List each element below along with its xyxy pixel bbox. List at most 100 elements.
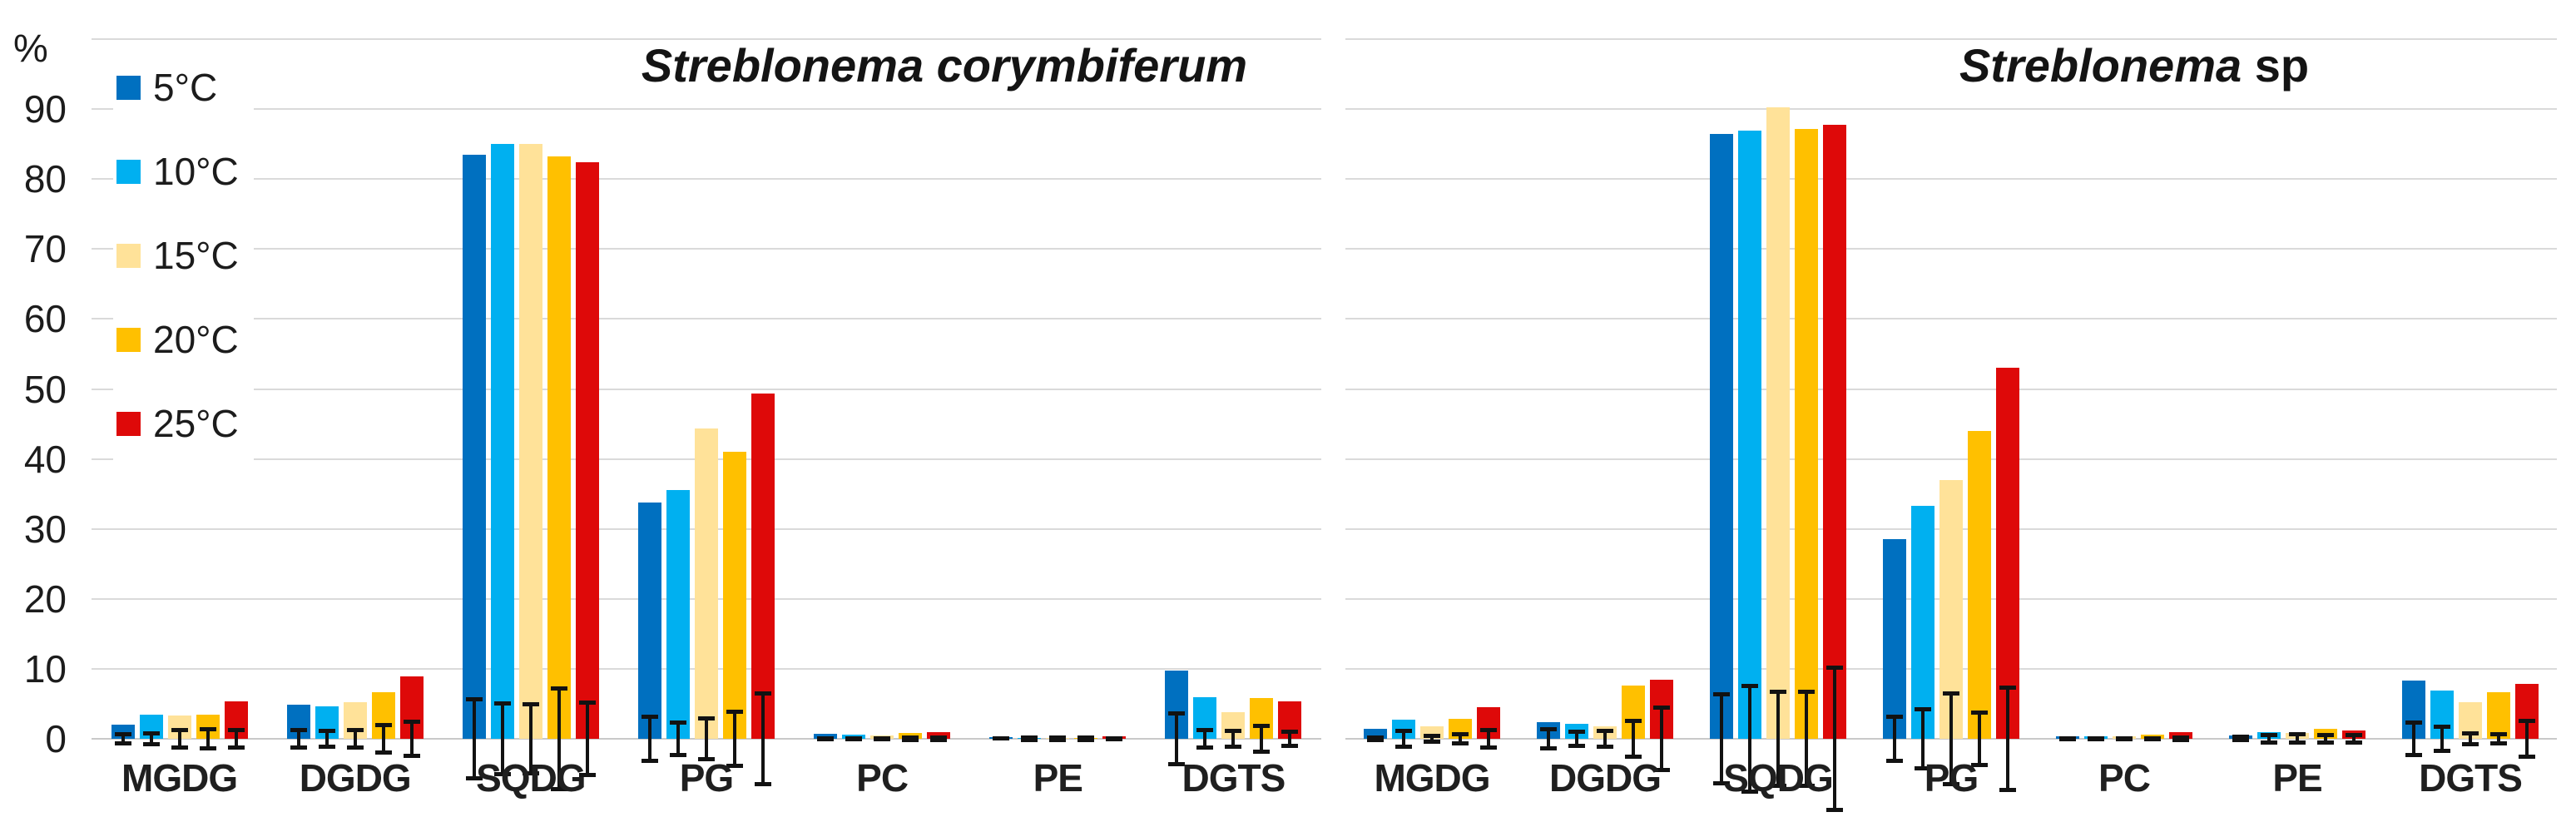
error-bar-cap-bottom — [227, 745, 245, 750]
category-label-row: MGDG DGDG SQDG PG PC PE DGTS — [92, 755, 1321, 800]
error-bar-cap-top — [1886, 715, 1903, 720]
error-bar-cap-bottom — [754, 782, 771, 787]
error-bar-line — [121, 731, 125, 746]
bar-10°C-PC — [2084, 735, 2108, 742]
error-bar-cap-top — [1395, 729, 1412, 734]
error-bar-cap-top — [726, 709, 743, 714]
error-bar-line — [324, 729, 329, 749]
error-bar — [1971, 710, 1988, 768]
error-bar-line — [149, 730, 153, 747]
error-bar-cap-top — [578, 700, 596, 705]
error-bar-cap-top — [1943, 691, 1959, 696]
category-label-PG: PG — [679, 756, 734, 800]
bar-groups — [92, 39, 1321, 792]
error-bar-line — [1660, 705, 1663, 773]
error-bar-line — [676, 720, 680, 757]
legend-swatch-icon — [116, 243, 141, 268]
gridline-70 — [1345, 248, 2557, 250]
error-bar-line — [1203, 728, 1207, 750]
error-bar — [1367, 735, 1384, 743]
gridline-60 — [1345, 318, 2557, 320]
legend-item-20°C: 20°C — [116, 315, 239, 364]
bar-10°C-PE — [1018, 735, 1042, 742]
error-bar — [550, 686, 567, 792]
legend-label: 10°C — [153, 150, 239, 193]
bar-25°C-MGDG — [224, 701, 248, 750]
category-label-row: MGDG DGDG SQDG PG PC PE DGTS — [1345, 755, 2557, 800]
error-bar-cap-bottom — [318, 744, 335, 749]
bar-25°C-PG — [1996, 368, 2019, 792]
bar-20°C-PE — [1074, 735, 1098, 742]
error-bar-cap-top — [2261, 733, 2277, 738]
category-group-DGTS — [2384, 39, 2557, 759]
error-bar-line — [2497, 731, 2500, 746]
error-bar-cap-top — [1049, 738, 1067, 742]
category-group-MGDG — [92, 39, 267, 751]
error-bar — [290, 728, 307, 750]
bar-25°C-PE — [1102, 736, 1127, 741]
error-bar-cap-top — [1653, 705, 1670, 710]
error-bar-line — [381, 722, 385, 755]
error-bar-cap-top — [2462, 730, 2479, 735]
category-group-PE — [2211, 39, 2384, 745]
error-bar-line — [1720, 691, 1723, 786]
error-bar-cap-bottom — [993, 735, 1010, 740]
error-bar-cap-bottom — [2261, 740, 2277, 745]
error-bar-line — [1231, 729, 1236, 749]
gridline-50 — [92, 388, 1321, 390]
bar-15°C-PG — [694, 428, 718, 761]
error-bar — [817, 735, 835, 742]
error-bar-cap-top — [493, 701, 511, 706]
error-bar-cap-bottom — [346, 745, 364, 750]
error-bar-cap-bottom — [1741, 790, 1758, 795]
category-group-PE — [970, 39, 1146, 742]
error-bar — [1424, 734, 1440, 744]
error-bar-cap-top — [1021, 738, 1038, 742]
error-bar-cap-top — [1168, 711, 1186, 716]
bar-25°C-DGTS — [2515, 684, 2539, 759]
error-bar — [1915, 707, 1931, 770]
error-bar — [993, 735, 1010, 741]
error-bar-cap-top — [930, 735, 948, 740]
error-bar-cap-bottom — [2144, 736, 2161, 741]
category-group-MGDG — [1345, 39, 1518, 750]
category-group-PC — [2038, 39, 2211, 743]
error-bar — [1798, 690, 1815, 788]
error-bar-line — [585, 700, 589, 778]
bar-15°C-DGTS — [2459, 702, 2482, 747]
error-bar-line — [1921, 707, 1925, 770]
error-bar — [754, 691, 771, 787]
error-bar-cap-bottom — [669, 752, 686, 757]
error-bar — [2317, 733, 2334, 745]
error-bar-cap-top — [1713, 691, 1730, 696]
error-bar-cap-bottom — [697, 756, 715, 761]
error-bar-cap-bottom — [2490, 741, 2507, 746]
bar-15°C-DGDG — [343, 702, 367, 750]
error-bar-cap-top — [1971, 710, 1988, 715]
bar-15°C-MGDG — [1420, 725, 1444, 744]
error-bar-cap-top — [171, 728, 188, 733]
error-bar-cap-bottom — [1106, 736, 1123, 741]
error-bar — [1999, 686, 2016, 792]
error-bar-line — [1632, 719, 1635, 759]
error-bar — [2519, 719, 2535, 759]
error-bar-cap-top — [2519, 719, 2535, 724]
gridline-60 — [92, 318, 1321, 320]
error-bar-cap-bottom — [2059, 736, 2076, 741]
bar-25°C-PC — [927, 732, 951, 743]
error-bar-cap-top — [114, 731, 131, 736]
error-bar-cap-bottom — [403, 753, 420, 758]
y-tick-label-80: 80 — [23, 157, 67, 201]
error-bar-line — [1575, 730, 1578, 748]
error-bar-cap-top — [2232, 734, 2249, 739]
error-bar — [171, 728, 188, 750]
bar-5°C-SQDG — [1710, 133, 1733, 786]
error-bar — [2232, 734, 2249, 743]
error-bar — [2144, 736, 2161, 741]
category-label-PC: PC — [856, 756, 909, 800]
bar-15°C-PE — [1046, 735, 1070, 742]
error-bar — [1713, 691, 1730, 786]
bar-5°C-PE — [2229, 734, 2252, 743]
error-bar-cap-top — [669, 720, 686, 725]
gridline-80 — [92, 178, 1321, 181]
